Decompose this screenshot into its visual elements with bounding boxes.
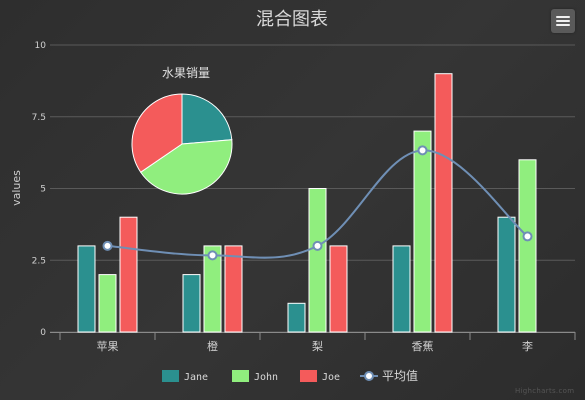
legend-label: John — [254, 372, 278, 383]
spline-line — [107, 149, 529, 259]
bar — [98, 274, 117, 333]
hamburger-icon-line — [556, 24, 570, 26]
y-tick-label: 5 — [40, 185, 46, 195]
x-tick-label: 苹果 — [97, 339, 119, 353]
legend-label: 平均值 — [382, 368, 418, 383]
x-tick-label: 香蕉 — [412, 340, 434, 353]
hamburger-icon-line — [556, 20, 570, 22]
bar — [77, 245, 96, 333]
bar — [497, 216, 516, 333]
x-axis: 苹果 橙 梨 香蕉 李 — [50, 332, 576, 353]
credits-link[interactable]: Highcharts.com — [515, 387, 575, 395]
spline-point — [522, 231, 533, 242]
column-series — [77, 73, 537, 333]
legend-swatch — [300, 370, 317, 382]
y-tick-label: 2.5 — [32, 256, 46, 266]
bar — [308, 188, 327, 333]
legend-item[interactable]: Jane — [162, 370, 208, 383]
bar — [392, 245, 411, 333]
spline-point — [312, 240, 323, 251]
bar — [287, 302, 306, 333]
pie-slice — [181, 93, 233, 145]
bar — [518, 159, 537, 333]
bar — [329, 245, 348, 333]
average-spline — [102, 145, 533, 261]
bar — [119, 216, 138, 333]
legend-label: Joe — [322, 372, 340, 383]
hamburger-icon — [556, 16, 570, 18]
legend-item[interactable]: Joe — [300, 370, 340, 383]
export-menu-button[interactable] — [551, 9, 575, 33]
x-tick-label: 李 — [522, 339, 533, 353]
bar — [413, 130, 432, 333]
legend: Jane John Joe 平均值 — [162, 368, 418, 383]
legend-marker-icon — [364, 371, 374, 381]
x-tick-label: 梨 — [312, 339, 323, 353]
pie-slice — [140, 139, 233, 195]
bar — [182, 274, 201, 333]
legend-swatch — [232, 370, 249, 382]
pie-slice — [131, 93, 183, 173]
y-axis-ticks: 0 2.5 5 7.5 10 — [32, 41, 47, 338]
bar — [224, 245, 243, 333]
legend-item[interactable]: John — [232, 370, 278, 383]
spline-point — [417, 145, 428, 156]
chart-title: 混合图表 — [256, 9, 328, 30]
pie-chart: 水果销量 — [131, 66, 233, 195]
y-tick-label: 10 — [35, 41, 47, 51]
bar — [203, 245, 222, 333]
spline-point — [102, 240, 113, 251]
x-tick-label: 橙 — [207, 339, 218, 353]
y-axis-label: values — [10, 170, 23, 206]
legend-label: Jane — [184, 372, 208, 383]
legend-swatch — [162, 370, 179, 382]
spline-point — [207, 250, 218, 261]
legend-item[interactable]: 平均值 — [360, 368, 418, 383]
y-tick-label: 7.5 — [32, 113, 46, 123]
pie-title: 水果销量 — [162, 66, 210, 80]
y-tick-label: 0 — [40, 328, 46, 338]
bar — [434, 73, 453, 333]
